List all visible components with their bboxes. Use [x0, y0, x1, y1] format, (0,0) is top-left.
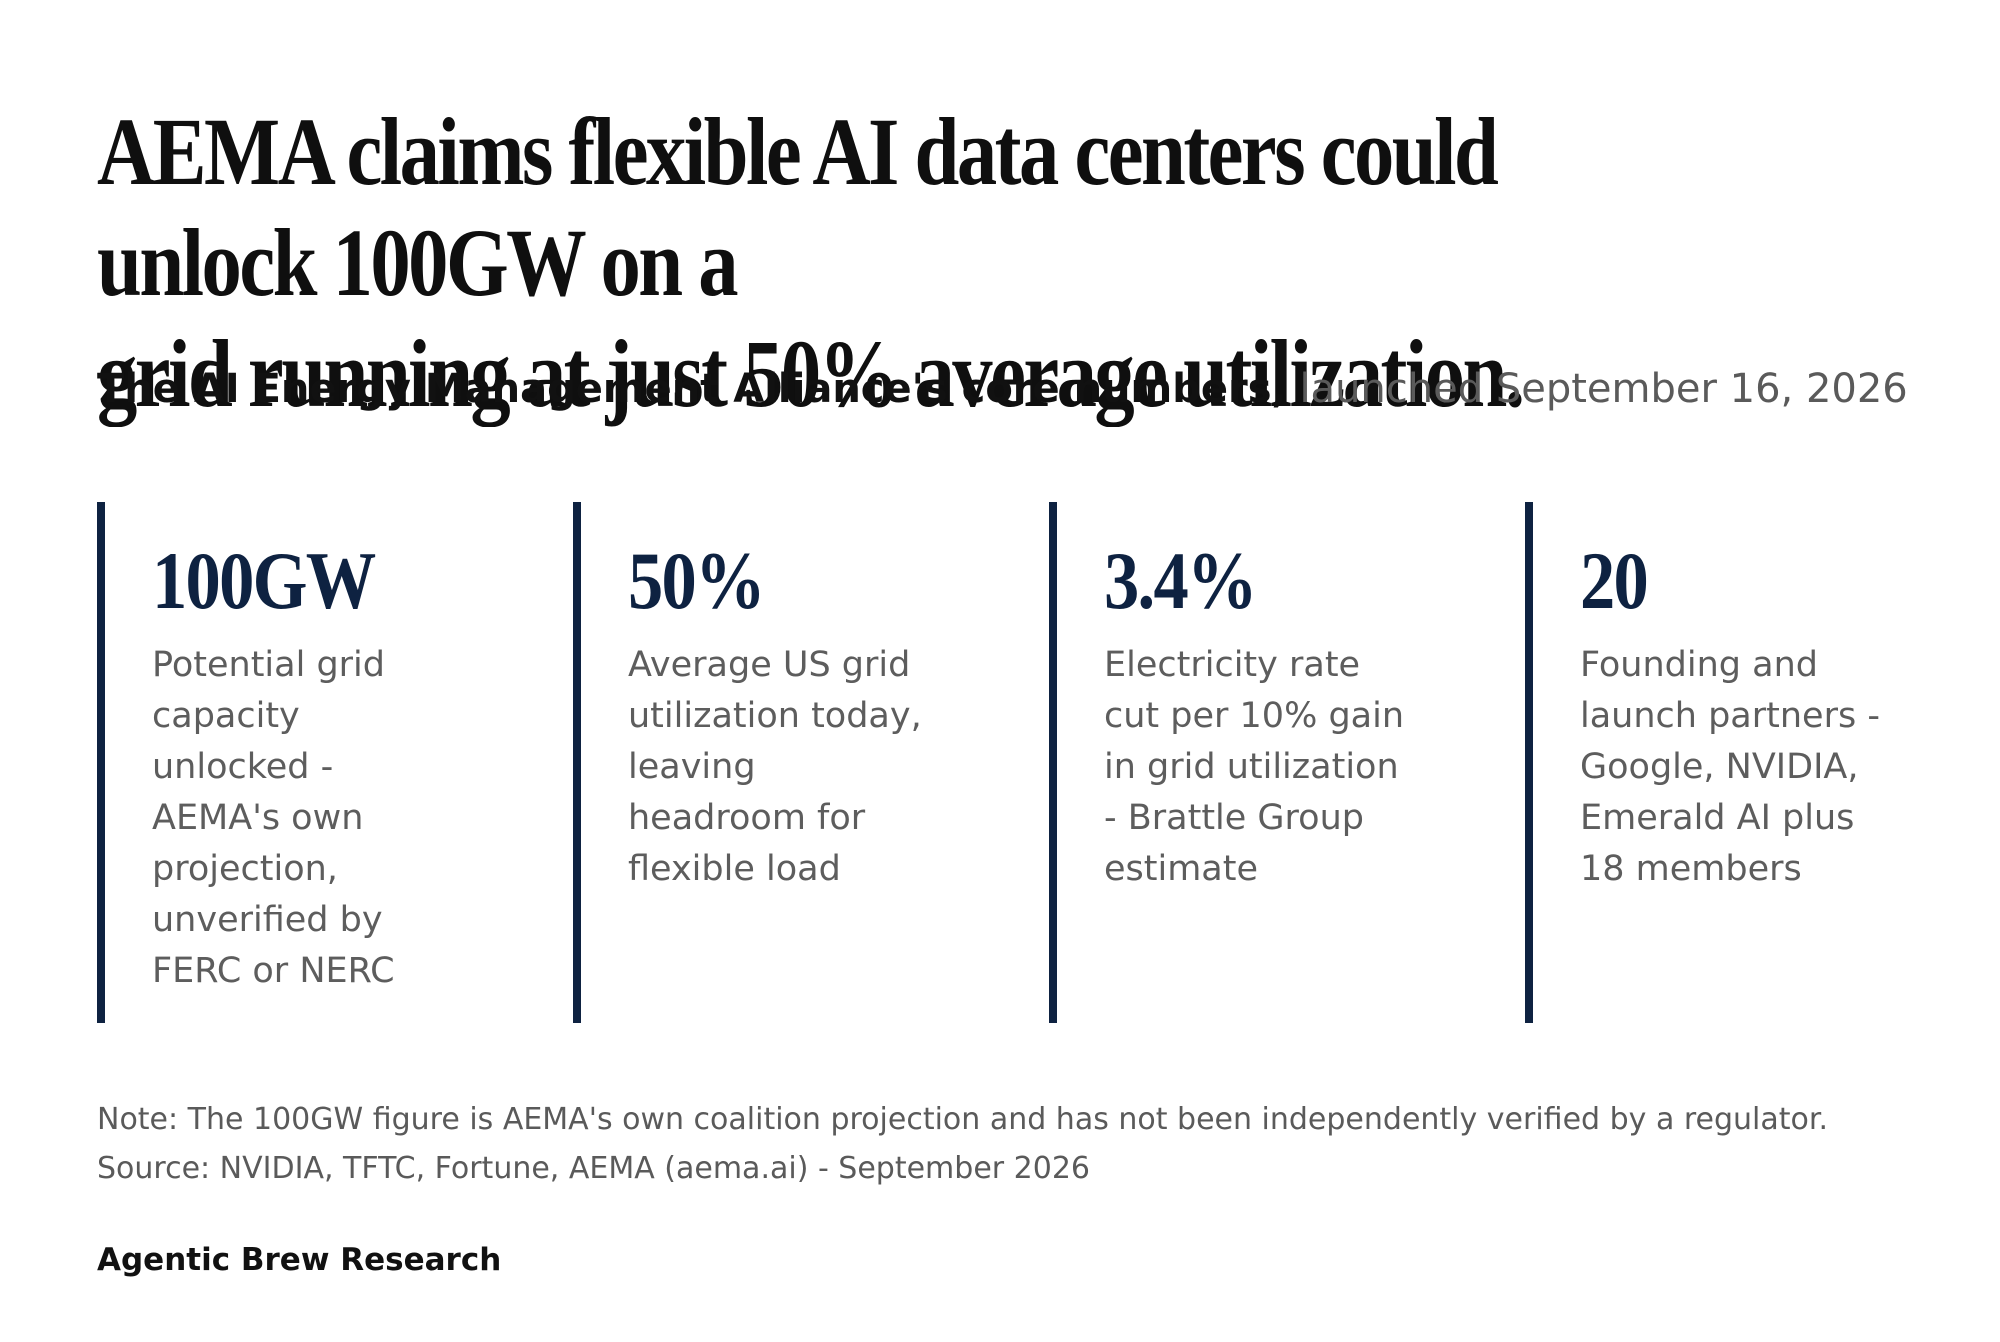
stat-description-line: launch partners - [1580, 696, 1880, 736]
stat-description-line: unlocked - [152, 747, 334, 787]
source-text: Source: NVIDIA, TFTC, Fortune, AEMA (aem… [97, 1151, 1091, 1186]
stat-description-line: in grid utilization [1104, 747, 1399, 787]
stat-description: Average US grid utilization today, leavi… [628, 640, 1053, 895]
stat-description-line: - Brattle Group [1104, 798, 1364, 838]
stat-description-line: Founding and [1580, 645, 1818, 685]
stat-card-partners: 20 Founding and launch partners - Google… [1525, 502, 1957, 1023]
note-text: Note: The 100GW figure is AEMA's own coa… [97, 1102, 1829, 1137]
headline-line-2: grid running at just 50% average utiliza… [97, 320, 1525, 427]
stat-card-rate-cut: 3.4% Electricity rate cut per 10% gain i… [1049, 502, 1529, 1023]
stat-description-line: AEMA's own [152, 798, 364, 838]
stat-description: Founding and launch partners - Google, N… [1580, 640, 1957, 895]
stat-description-line: flexible load [628, 849, 841, 889]
footnote: Note: The 100GW figure is AEMA's own coa… [97, 1095, 1828, 1193]
stat-value: 100GW [152, 535, 376, 626]
brand-credit: Agentic Brew Research [97, 1242, 502, 1278]
stat-description-line: unverified by [152, 900, 383, 940]
stat-card-grid-capacity: 100GW Potential grid capacity unlocked -… [97, 502, 577, 1023]
stat-value: 20 [1580, 535, 1649, 626]
stat-description-line: capacity [152, 696, 300, 736]
stat-description-line: 18 members [1580, 849, 1802, 889]
stat-description-line: cut per 10% gain [1104, 696, 1405, 736]
stat-description-line: Google, NVIDIA, [1580, 747, 1859, 787]
headline-line-1: AEMA claims flexible AI data centers cou… [97, 98, 1499, 316]
stat-card-grid-utilization: 50% Average US grid utilization today, l… [573, 502, 1053, 1023]
subtitle: The AI Energy Management Alliance's core… [97, 362, 1908, 416]
stat-description-line: projection, [152, 849, 338, 889]
subtitle-date: launched September 16, 2026 [1299, 366, 1908, 412]
stat-description-line: Electricity rate [1104, 645, 1361, 685]
stat-description-line: leaving [628, 747, 756, 787]
stat-description-line: Emerald AI plus [1580, 798, 1855, 838]
stat-description: Potential grid capacity unlocked - AEMA'… [152, 640, 577, 997]
stat-description-line: Potential grid [152, 645, 386, 685]
subtitle-lead: The AI Energy Management Alliance's core… [97, 366, 1287, 412]
stat-description-line: FERC or NERC [152, 951, 395, 991]
stat-description: Electricity rate cut per 10% gain in gri… [1104, 640, 1529, 895]
stat-value: 50% [628, 535, 766, 626]
headline: AEMA claims flexible AI data centers cou… [97, 96, 1634, 429]
stat-value: 3.4% [1104, 535, 1258, 626]
stat-description-line: Average US grid [628, 645, 911, 685]
stat-description-line: headroom for [628, 798, 866, 838]
stat-description-line: estimate [1104, 849, 1259, 889]
stats-row: 100GW Potential grid capacity unlocked -… [97, 502, 1957, 1023]
stat-description-line: utilization today, [628, 696, 922, 736]
